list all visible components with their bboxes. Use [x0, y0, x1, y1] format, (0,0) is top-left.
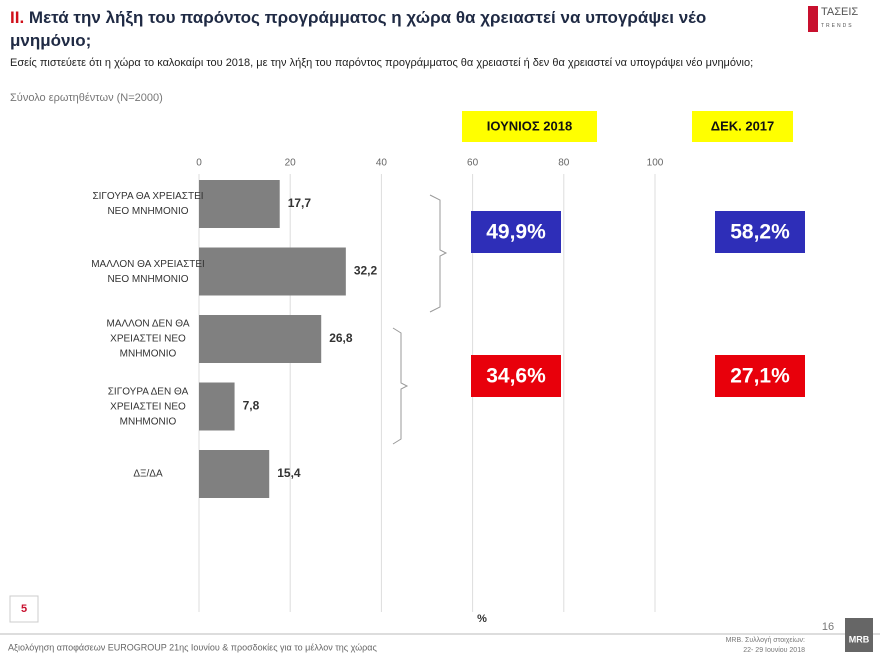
- category-label: ΜΑΛΛΟΝ ΘΑ ΧΡΕΙΑΣΤΕΙ ΝΕΟ ΜΝΗΜΟΝΙΟ: [91, 258, 205, 285]
- column-header: ΔΕΚ. 2017: [711, 118, 775, 133]
- page-number: 16: [822, 621, 834, 633]
- summary-box: [471, 355, 561, 397]
- logo: ΤΑΣΕΙΣ TRENDS: [808, 6, 880, 32]
- slide-number: 5: [21, 603, 27, 615]
- value-label: 26,8: [329, 331, 353, 345]
- summary-value: 34,6%: [486, 365, 546, 388]
- footer-text: Αξιολόγηση αποφάσεων EUROGROUP 21ης Ιουν…: [8, 642, 377, 652]
- summary-value: 49,9%: [486, 221, 546, 244]
- summary-box: [471, 211, 561, 253]
- bar: [199, 180, 280, 228]
- source: MRB. Συλλογή στοιχείων:: [726, 636, 805, 644]
- column-header: ΙΟΥΝΙΟΣ 2018: [487, 118, 572, 133]
- sample: Σύνολο ερωτηθέντων (N=2000): [10, 92, 163, 104]
- value-label: 7,8: [243, 399, 260, 413]
- value-label: 32,2: [354, 264, 378, 278]
- x-tick-label: 0: [196, 158, 202, 169]
- logo-text: ΤΑΣΕΙΣ: [821, 6, 859, 18]
- column-header-box: [692, 111, 793, 142]
- summary-box: [715, 355, 805, 397]
- summary-value: 27,1%: [730, 365, 790, 388]
- slide-box: [9, 595, 39, 623]
- bracket: [392, 327, 409, 445]
- bracket: [429, 194, 448, 313]
- bar: [199, 247, 346, 296]
- source: 22- 29 Ιουνίου 2018: [743, 646, 805, 654]
- x-axis-label: %: [477, 613, 487, 625]
- bar: [199, 450, 270, 498]
- x-tick-label: 100: [647, 158, 664, 169]
- x-tick-label: 40: [376, 158, 388, 169]
- category-label: ΔΞ/ΔΑ: [133, 468, 163, 480]
- title: Μετά την λήξη του παρόντος προγράμματος …: [10, 8, 707, 50]
- summary-value: 58,2%: [730, 221, 790, 244]
- title-block: II. Μετά την λήξη του παρόντος προγράμμα…: [10, 6, 780, 52]
- value-label: 17,7: [288, 196, 312, 210]
- mrb-logo-text: MRB: [849, 634, 870, 644]
- mrb-logo: [845, 618, 873, 652]
- bar: [199, 382, 235, 431]
- x-tick-label: 80: [558, 158, 570, 169]
- logo-sub: TRENDS: [821, 23, 854, 29]
- category-label: ΣΙΓΟΥΡΑ ΔΕΝ ΘΑ ΧΡΕΙΑΣΤΕΙ ΝΕΟ ΜΝΗΜΟΝΙΟ: [107, 386, 189, 427]
- x-tick-label: 60: [467, 158, 479, 169]
- bar: [199, 315, 322, 363]
- question: Εσείς πιστεύετε ότι η χώρα το καλοκαίρι …: [10, 57, 754, 69]
- title-number: II.: [10, 8, 25, 27]
- x-tick-label: 20: [285, 158, 297, 169]
- category-label: ΜΑΛΛΟΝ ΔΕΝ ΘΑ ΧΡΕΙΑΣΤΕΙ ΝΕΟ ΜΝΗΜΟΝΙΟ: [106, 318, 190, 360]
- value-label: 15,4: [277, 466, 301, 480]
- column-header-box: [462, 111, 597, 142]
- category-label: ΣΙΓΟΥΡΑ ΘΑ ΧΡΕΙΑΣΤΕΙ ΝΕΟ ΜΝΗΜΟΝΙΟ: [92, 191, 204, 217]
- summary-box: [715, 211, 805, 253]
